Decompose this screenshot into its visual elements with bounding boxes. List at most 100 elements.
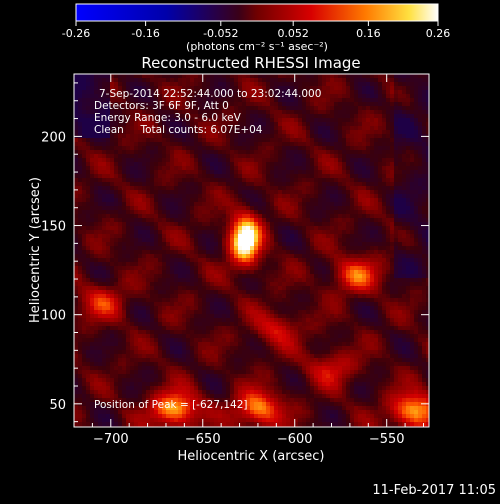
heatmap-cell bbox=[230, 198, 234, 202]
heatmap-cell bbox=[154, 170, 158, 174]
heatmap-cell bbox=[230, 178, 234, 182]
heatmap-cell bbox=[290, 82, 294, 86]
heatmap-cell bbox=[82, 266, 86, 270]
heatmap-cell bbox=[166, 238, 170, 242]
heatmap-cell bbox=[182, 418, 186, 422]
heatmap-cell bbox=[134, 150, 138, 154]
heatmap-cell bbox=[150, 366, 154, 370]
heatmap-cell bbox=[134, 350, 138, 354]
heatmap-cell bbox=[154, 186, 158, 190]
heatmap-cell bbox=[206, 250, 210, 254]
heatmap-cell bbox=[238, 334, 242, 338]
heatmap-cell bbox=[210, 310, 214, 314]
heatmap-cell bbox=[222, 358, 226, 362]
heatmap-cell bbox=[130, 330, 134, 334]
heatmap-cell bbox=[102, 378, 106, 382]
heatmap-cell bbox=[166, 154, 170, 158]
heatmap-cell bbox=[222, 394, 226, 398]
heatmap-cell bbox=[154, 390, 158, 394]
heatmap-cell bbox=[158, 422, 162, 426]
heatmap-cell bbox=[234, 358, 238, 362]
heatmap-cell bbox=[82, 322, 86, 326]
heatmap-cell bbox=[262, 82, 266, 86]
heatmap-cell bbox=[130, 74, 134, 78]
heatmap-cell bbox=[170, 322, 174, 326]
heatmap-cell bbox=[94, 90, 98, 94]
heatmap-cell bbox=[74, 218, 78, 222]
heatmap-cell bbox=[230, 74, 234, 78]
heatmap-cell bbox=[98, 194, 102, 198]
heatmap-cell bbox=[158, 230, 162, 234]
heatmap-cell bbox=[222, 230, 226, 234]
heatmap-cell bbox=[174, 378, 178, 382]
heatmap-cell bbox=[126, 354, 130, 358]
heatmap-cell bbox=[142, 330, 146, 334]
heatmap-cell bbox=[246, 346, 250, 350]
heatmap-cell bbox=[198, 202, 202, 206]
heatmap-cell bbox=[90, 274, 94, 278]
heatmap-cell bbox=[214, 246, 218, 250]
heatmap-cell bbox=[162, 174, 166, 178]
heatmap-cell bbox=[154, 414, 158, 418]
heatmap-cell bbox=[274, 126, 278, 130]
heatmap-cell bbox=[258, 118, 262, 122]
heatmap-cell bbox=[214, 162, 218, 166]
heatmap-cell bbox=[254, 402, 258, 406]
heatmap-cell bbox=[202, 234, 206, 238]
heatmap-cell bbox=[142, 390, 146, 394]
heatmap-cell bbox=[278, 330, 282, 334]
heatmap-cell bbox=[178, 82, 182, 86]
heatmap-cell bbox=[154, 302, 158, 306]
heatmap-cell bbox=[86, 214, 90, 218]
heatmap-cell bbox=[294, 318, 298, 322]
heatmap-cell bbox=[142, 138, 146, 142]
heatmap-cell bbox=[278, 110, 282, 114]
heatmap-cell bbox=[258, 166, 262, 170]
heatmap-cell bbox=[86, 290, 90, 294]
heatmap-cell bbox=[258, 358, 262, 362]
heatmap-cell bbox=[174, 78, 178, 82]
heatmap-cell bbox=[290, 370, 294, 374]
heatmap-cell bbox=[210, 330, 214, 334]
heatmap-cell bbox=[206, 246, 210, 250]
heatmap-cell bbox=[282, 222, 286, 226]
heatmap-cell bbox=[98, 326, 102, 330]
heatmap-cell bbox=[222, 342, 226, 346]
heatmap-cell bbox=[102, 74, 106, 78]
heatmap-cell bbox=[162, 370, 166, 374]
heatmap-cell bbox=[174, 374, 178, 378]
heatmap-cell bbox=[198, 394, 202, 398]
heatmap-cell bbox=[126, 342, 130, 346]
heatmap-cell bbox=[134, 382, 138, 386]
heatmap-cell bbox=[214, 290, 218, 294]
heatmap-cell bbox=[154, 262, 158, 266]
heatmap-cell bbox=[278, 182, 282, 186]
heatmap-cell bbox=[134, 174, 138, 178]
heatmap-cell bbox=[206, 370, 210, 374]
heatmap-cell bbox=[254, 214, 258, 218]
heatmap-cell bbox=[266, 242, 270, 246]
heatmap-cell bbox=[262, 218, 266, 222]
heatmap-cell bbox=[190, 414, 194, 418]
heatmap-cell bbox=[234, 302, 238, 306]
heatmap-cell bbox=[118, 350, 122, 354]
heatmap-cell bbox=[198, 174, 202, 178]
heatmap-cell bbox=[134, 142, 138, 146]
heatmap-cell bbox=[230, 274, 234, 278]
heatmap-cell bbox=[218, 338, 222, 342]
heatmap-cell bbox=[242, 234, 246, 238]
heatmap-cell bbox=[118, 230, 122, 234]
heatmap-cell bbox=[194, 234, 198, 238]
heatmap-cell bbox=[170, 198, 174, 202]
heatmap-cell bbox=[294, 250, 298, 254]
heatmap-cell bbox=[206, 354, 210, 358]
heatmap-cell bbox=[286, 142, 290, 146]
heatmap-cell bbox=[178, 254, 182, 258]
heatmap-cell bbox=[290, 298, 294, 302]
heatmap-cell bbox=[274, 142, 278, 146]
heatmap-cell bbox=[294, 214, 298, 218]
heatmap-cell bbox=[130, 378, 134, 382]
heatmap-cell bbox=[222, 226, 226, 230]
heatmap-cell bbox=[190, 338, 194, 342]
heatmap-cell bbox=[250, 374, 254, 378]
